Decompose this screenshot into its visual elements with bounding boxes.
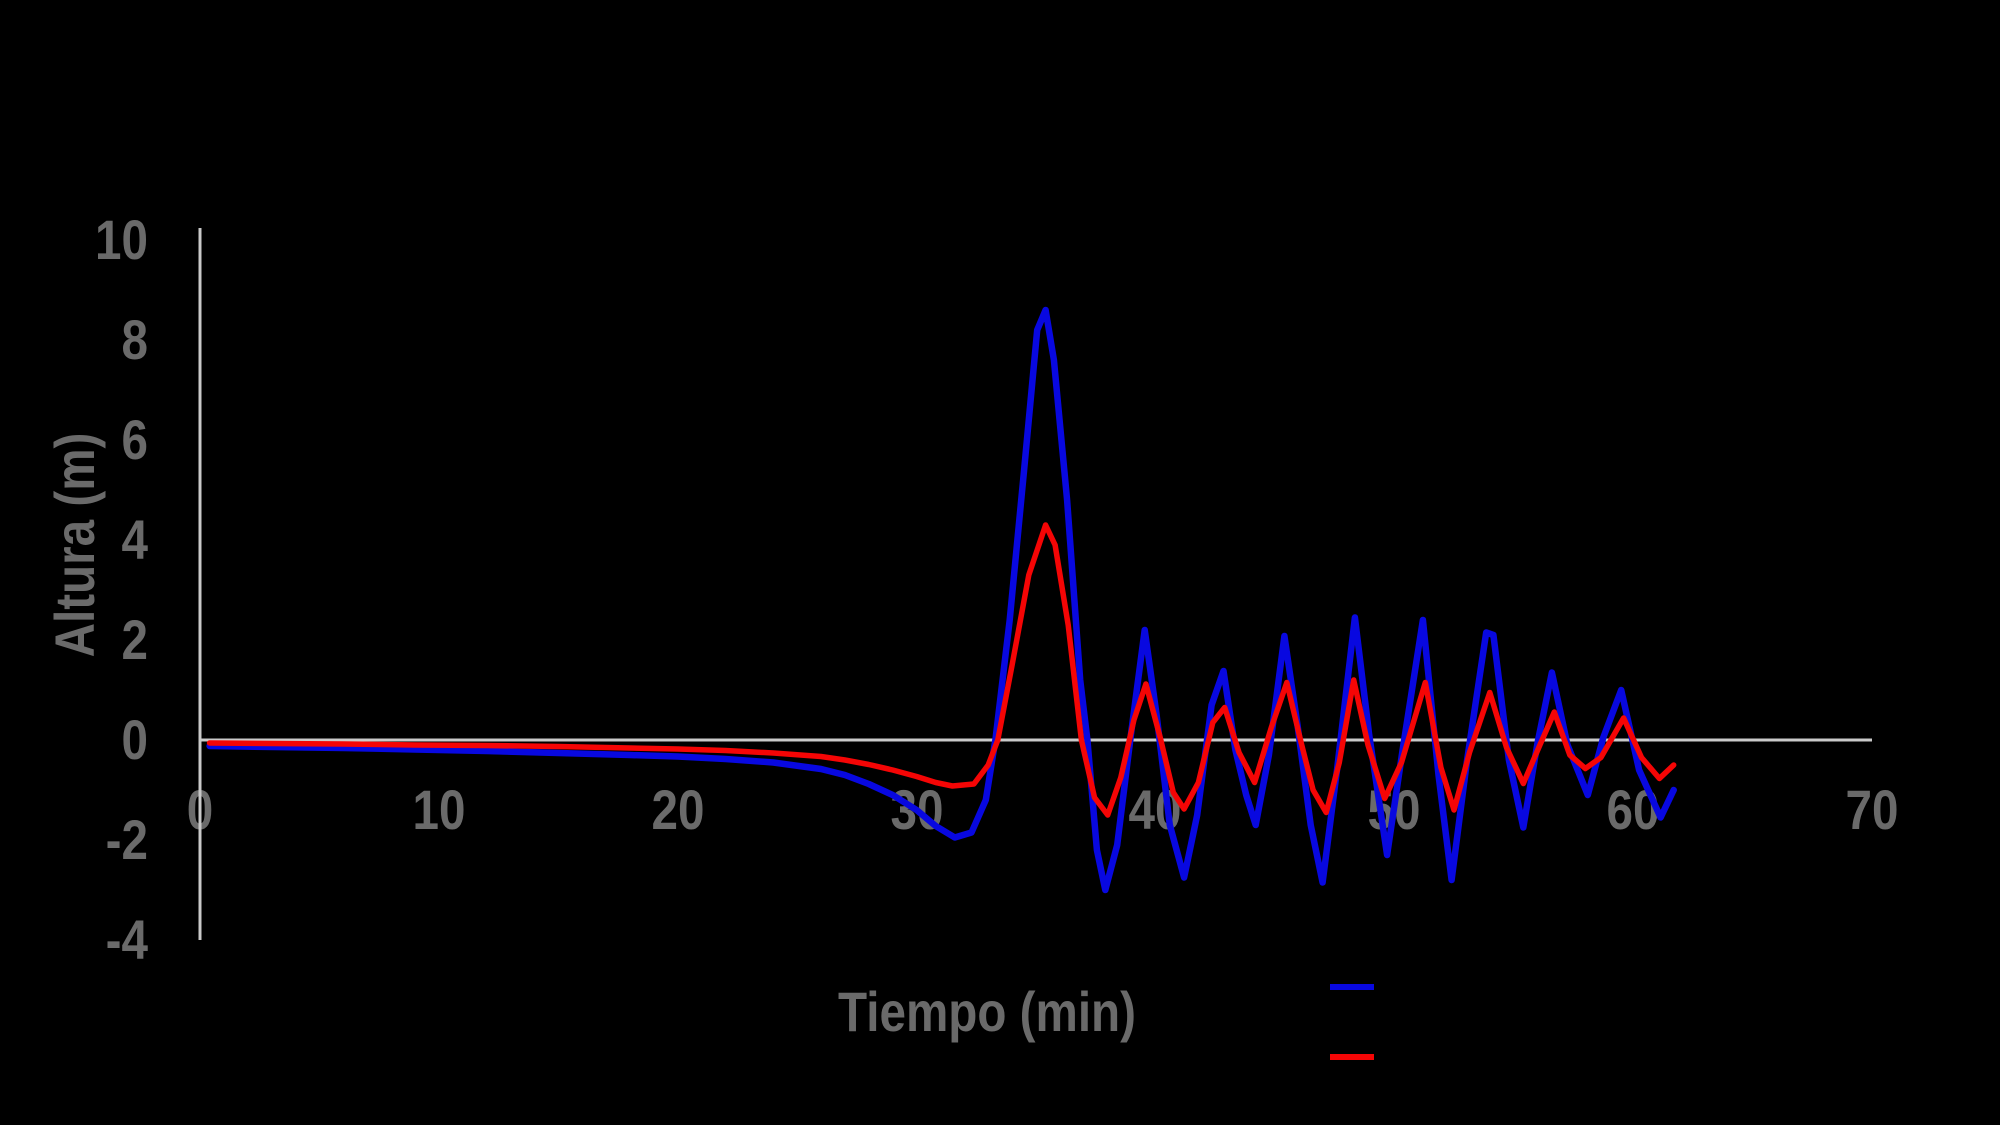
legend-line-blue [1330, 984, 1374, 990]
y-tick-label--2: -2 [105, 808, 148, 871]
legend-line-red [1330, 1054, 1374, 1060]
y-tick-label-10: 10 [95, 208, 148, 271]
x-axis-title: Tiempo (min) [838, 980, 1136, 1043]
y-tick-label-4: 4 [121, 508, 148, 571]
y-tick-label-2: 2 [121, 608, 148, 671]
x-tick-label-20: 20 [651, 778, 705, 841]
y-tick-label--4: -4 [105, 908, 148, 971]
series-lines [206, 306, 1677, 894]
x-tick-label-70: 70 [1845, 778, 1899, 841]
y-tick-label-0: 0 [121, 708, 148, 771]
y-tick-label-6: 6 [121, 408, 148, 471]
series-line-blue [206, 306, 1677, 894]
y-tick-label-8: 8 [121, 308, 148, 371]
x-tick-label-10: 10 [412, 778, 466, 841]
series-line-red [206, 522, 1677, 818]
